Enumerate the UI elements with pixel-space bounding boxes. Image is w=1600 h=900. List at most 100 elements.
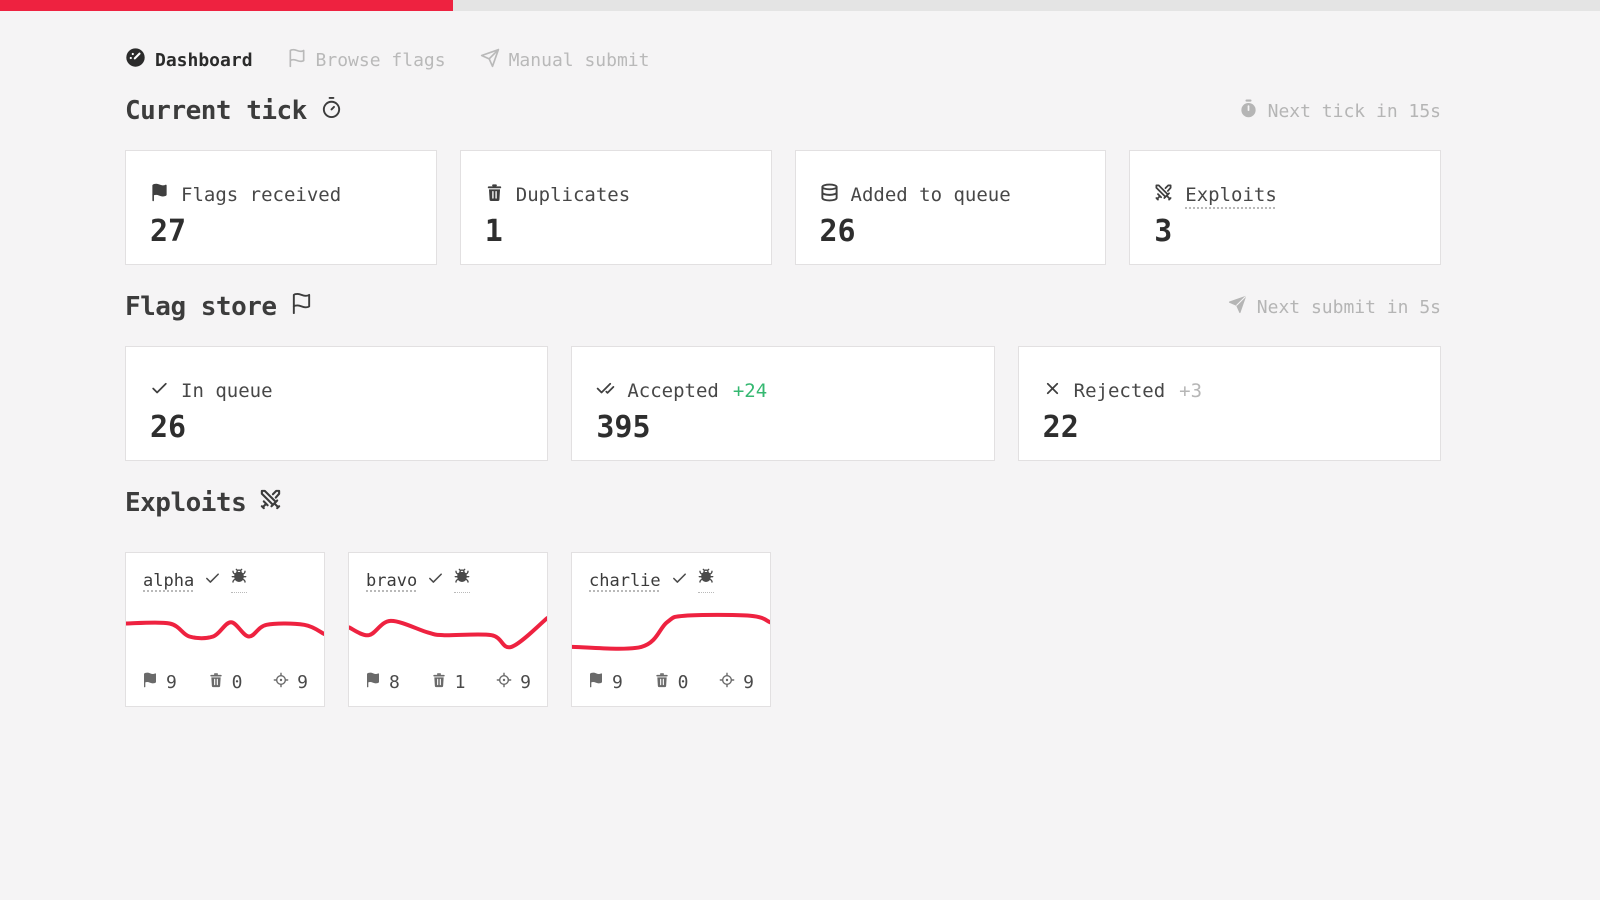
stat-card-label: Accepted [627,380,719,402]
bug-icon[interactable] [454,568,471,593]
exploit-targets-value: 9 [520,672,531,693]
flag-icon [287,48,307,73]
nav-item-label: Browse flags [315,49,446,71]
target-icon [719,672,735,693]
stat-card-label: Duplicates [515,184,631,206]
exploit-duplicates-value: 1 [454,672,466,693]
exploit-targets-value: 9 [743,672,754,693]
rejected-delta-badge: +3 [1179,380,1203,402]
current-tick-title-text: Current tick [125,96,307,126]
stopwatch-filled-icon [1239,99,1258,123]
database-icon [820,183,839,207]
exploits-title: Exploits [125,488,282,518]
exploit-name[interactable]: charlie [589,570,661,591]
exploit-targets-stat: 9 [496,672,531,693]
stat-card-label: Rejected [1073,380,1166,402]
stat-card-value: 3 [1154,214,1173,249]
flag-filled-icon [588,672,604,693]
stat-card-value: 395 [596,410,651,445]
flag-filled-icon [142,672,158,693]
swords-icon [1154,183,1173,207]
trash-icon [431,672,447,693]
nav-item-browse-flags[interactable]: Browse flags [287,48,446,73]
trash-icon [654,672,670,693]
current-tick-title: Current tick [125,96,343,126]
next-submit-timer: Next submit in 5s [1228,295,1441,319]
exploit-sparkline [349,604,547,656]
stat-card-in-queue: In queue 26 [125,346,549,461]
main-nav: Dashboard Browse flags Manual submit [125,48,1441,72]
flag-store-title: Flag store [125,292,313,322]
exploit-card-alpha: alpha 9 0 9 [125,552,325,707]
stat-card-label-exploits[interactable]: Exploits [1185,184,1277,206]
flag-icon [290,292,313,322]
main-container: Dashboard Browse flags Manual submit Cur… [125,48,1441,707]
trash-icon [208,672,224,693]
tick-progress-track [0,0,1600,11]
send-filled-icon [1228,295,1247,319]
exploit-flags-value: 9 [612,672,623,693]
stat-card-value: 27 [150,214,187,249]
stopwatch-icon [320,96,343,126]
nav-item-label: Dashboard [155,49,253,71]
exploit-card-bravo: bravo 8 1 9 [348,552,548,707]
nav-item-label: Manual submit [508,49,650,71]
accepted-delta-badge: +24 [732,380,768,402]
exploit-cards: alpha 9 0 9 [125,552,1441,707]
exploit-targets-stat: 9 [273,672,308,693]
stat-card-label: In queue [181,380,273,402]
check-icon [671,570,688,592]
exploit-targets-value: 9 [297,672,308,693]
exploit-sparkline [126,604,324,656]
exploit-flags-value: 9 [166,672,177,693]
stat-card-label: Flags received [181,184,342,206]
gauge-icon [125,47,146,73]
flag-filled-icon [365,672,381,693]
check-icon [150,379,169,403]
swords-icon [259,488,282,518]
stat-card-accepted: Accepted +24 395 [571,346,995,461]
next-submit-timer-text: Next submit in 5s [1256,296,1441,318]
stat-card-value: 22 [1042,410,1079,445]
flag-store-title-text: Flag store [125,292,277,322]
bug-icon[interactable] [231,568,248,593]
flag-store-section-head: Flag store Next submit in 5s [125,292,1441,322]
current-tick-cards: Flags received 27 Duplicates 1 Added to … [125,150,1441,265]
target-icon [273,672,289,693]
exploit-duplicates-value: 0 [677,672,689,693]
nav-item-manual-submit[interactable]: Manual submit [480,48,650,73]
stat-card-value: 1 [484,214,503,249]
exploits-section-head: Exploits [125,488,1441,518]
x-icon [1043,379,1062,403]
double-check-icon [596,379,615,403]
send-icon [480,48,500,73]
exploit-duplicates-stat: 0 [654,672,689,693]
next-tick-timer-text: Next tick in 15s [1267,100,1441,122]
stat-card-label: Added to queue [850,184,1011,206]
exploits-title-text: Exploits [125,488,247,518]
exploit-duplicates-value: 0 [231,672,243,693]
exploit-duplicates-stat: 1 [431,672,466,693]
stat-card-rejected: Rejected +3 22 [1017,346,1441,461]
exploit-duplicates-stat: 0 [208,672,243,693]
nav-item-dashboard[interactable]: Dashboard [125,47,253,73]
flag-filled-icon [150,183,169,207]
trash-icon [485,183,504,207]
tick-progress-bar [0,0,453,11]
target-icon [496,672,512,693]
bug-icon[interactable] [697,568,714,593]
exploit-name[interactable]: bravo [366,570,418,591]
stat-card-value: 26 [150,410,187,445]
current-tick-section-head: Current tick Next tick in 15s [125,96,1441,126]
exploit-targets-stat: 9 [719,672,754,693]
flag-store-cards: In queue 26 Accepted +24 395 Rejected +3 [125,346,1441,461]
exploit-flags-stat: 8 [365,672,400,693]
stat-card-exploits: Exploits 3 [1129,150,1441,265]
exploit-name[interactable]: alpha [143,570,195,591]
exploit-flags-stat: 9 [142,672,177,693]
stat-card-duplicates: Duplicates 1 [459,150,772,265]
exploit-sparkline [572,604,770,656]
exploit-card-charlie: charlie 9 0 9 [571,552,771,707]
check-icon [204,570,221,592]
exploit-flags-value: 8 [389,672,400,693]
